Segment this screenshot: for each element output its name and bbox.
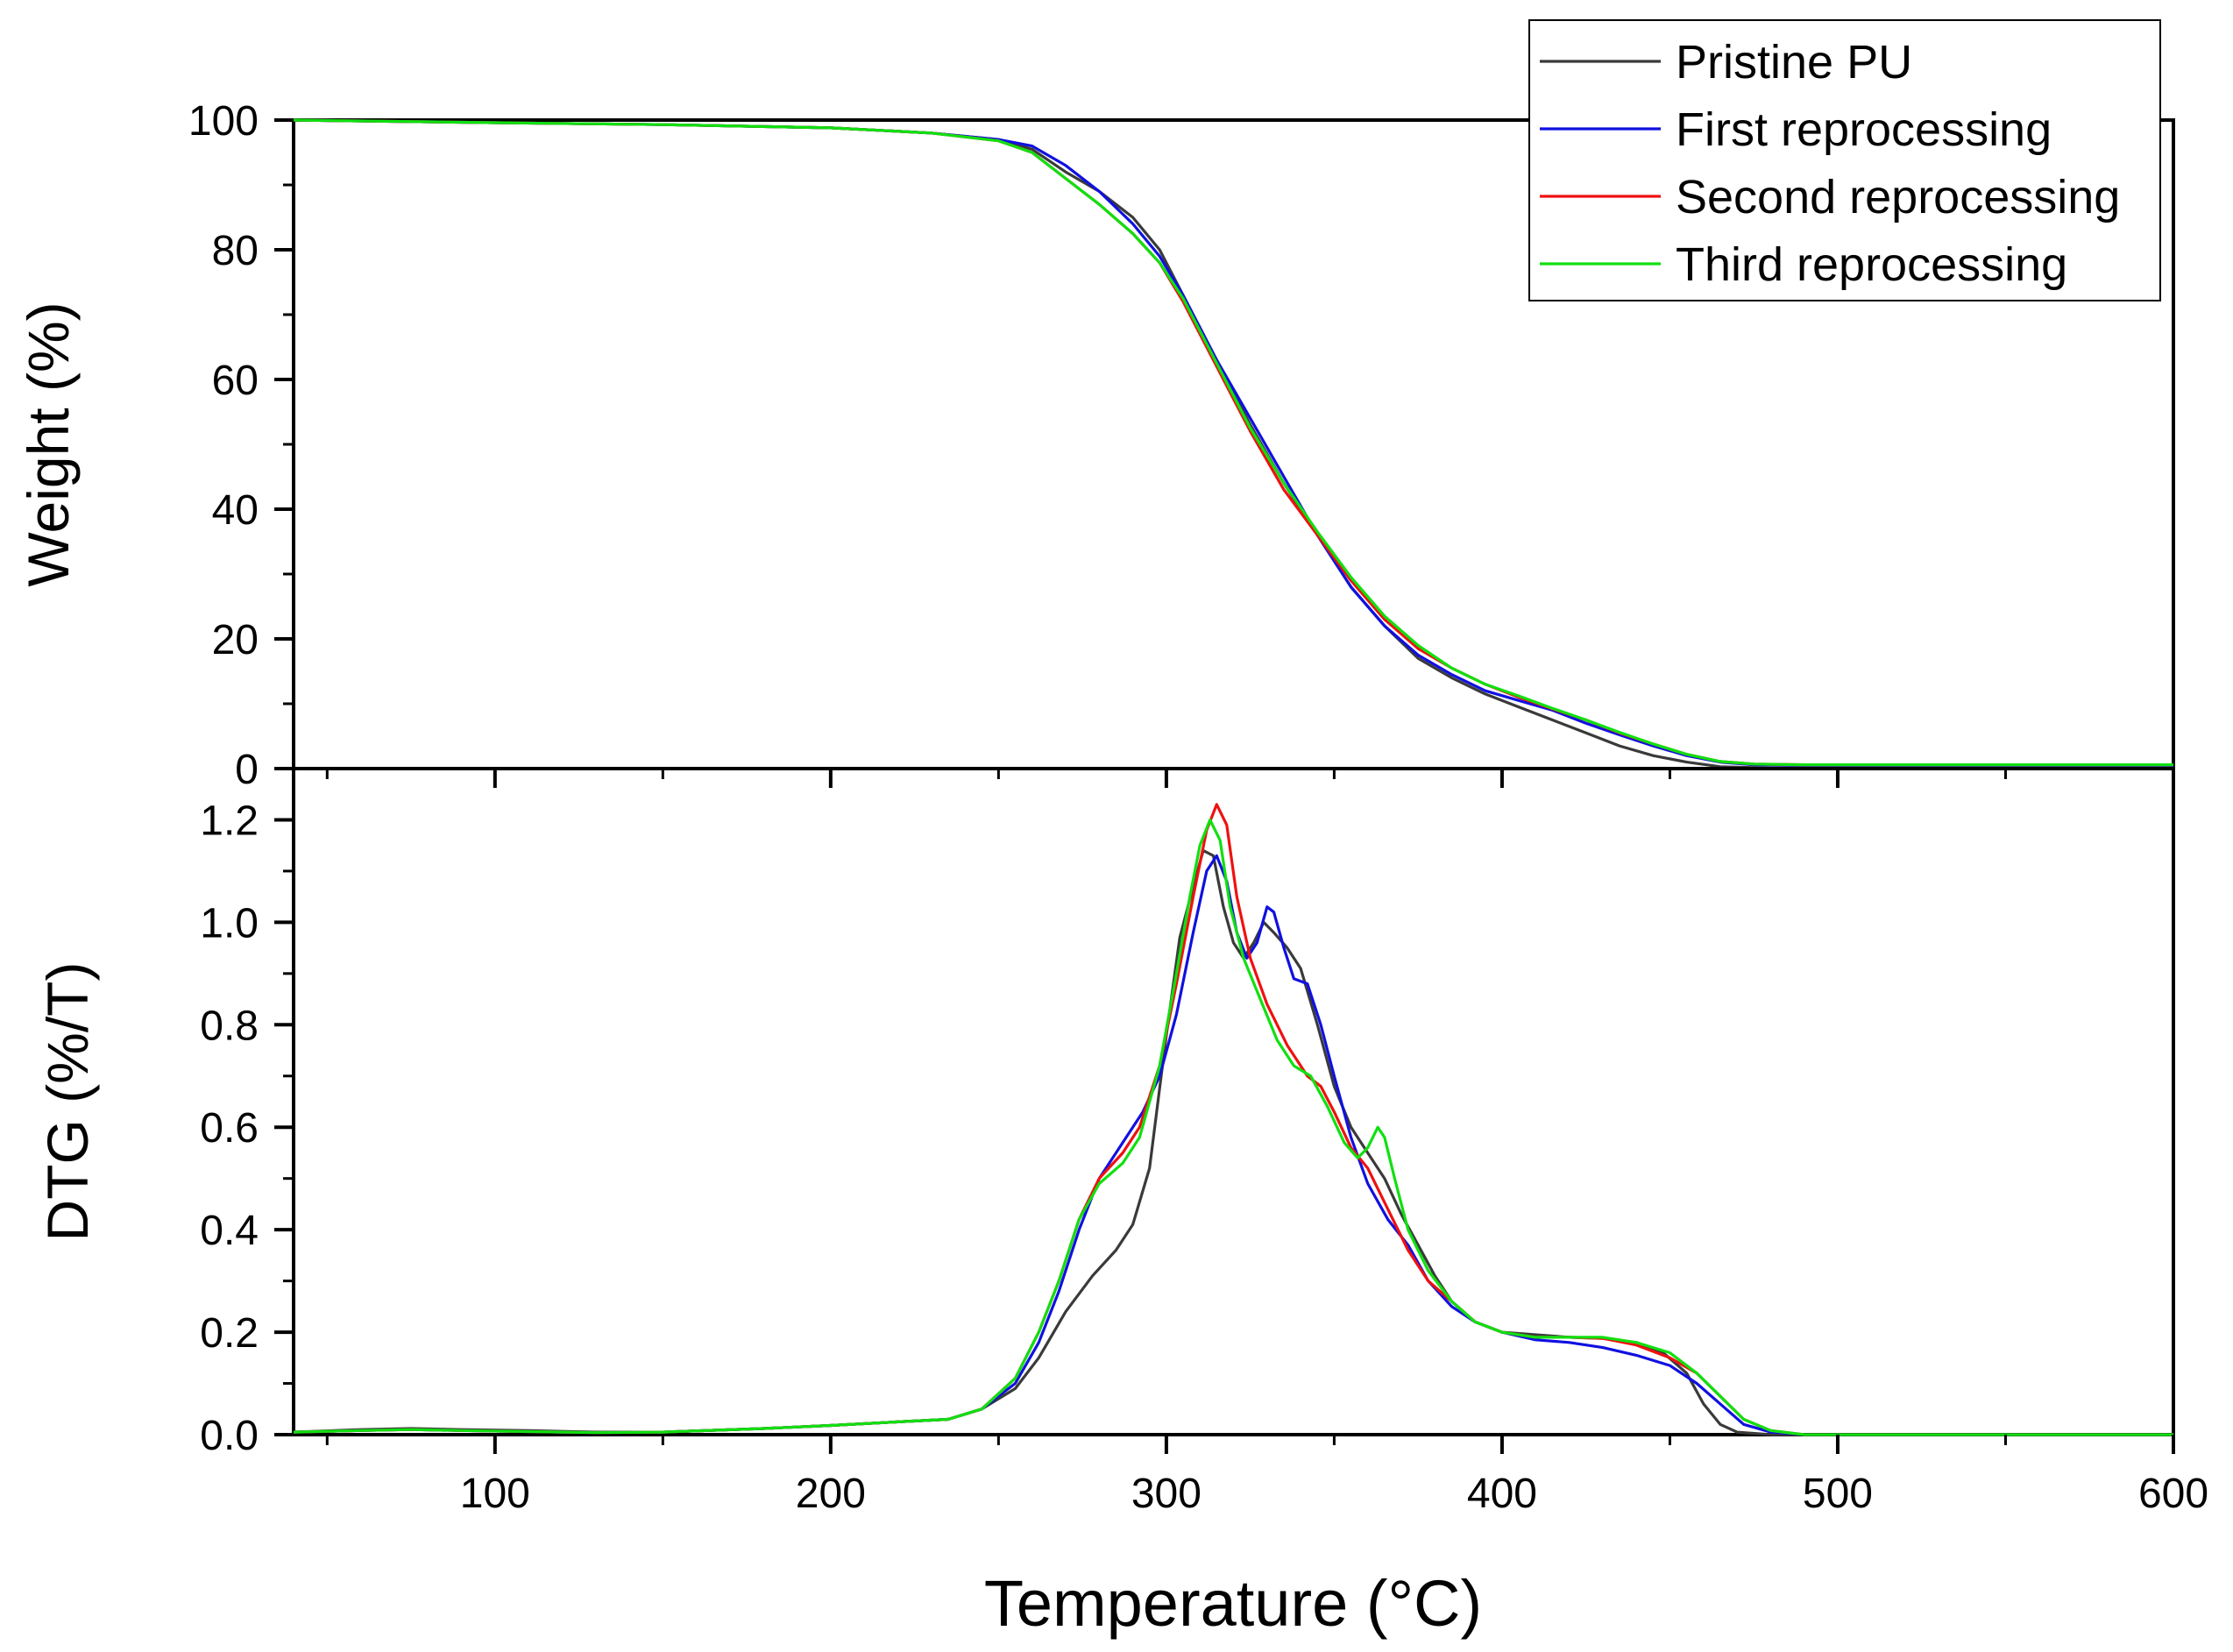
weight-y-axis-title: Weight (%) (16, 301, 81, 586)
weight-y-tick-label: 80 (212, 228, 259, 274)
weight-y-tick-label: 100 (188, 98, 259, 145)
dtg-y-tick-label: 0.0 (200, 1413, 259, 1459)
dtg-series-pristine-pu (293, 848, 2173, 1436)
dtg-plot-frame (292, 767, 2175, 1436)
x-tick-label: 600 (2138, 1471, 2208, 1517)
dtg-series-second-reprocessing (293, 803, 2173, 1436)
x-tick-label: 400 (1467, 1471, 1537, 1517)
dtg-y-tick-label: 0.2 (200, 1310, 259, 1357)
x-tick-label: 300 (1131, 1471, 1202, 1517)
legend: Pristine PU First reprocessing Second repr… (1528, 19, 2161, 301)
dtg-panel: 0.0 0.2 0.4 0.6 0.8 1.0 1.2 100 200 300 400 500 600… (35, 767, 2208, 1640)
legend-label: Second reprocessing (1676, 171, 2120, 223)
weight-series-third-reprocessing (293, 118, 2173, 767)
weight-y-tick-label: 60 (212, 358, 259, 404)
dtg-y-tick-label: 0.6 (200, 1105, 259, 1152)
dtg-series-group (293, 803, 2173, 1436)
dtg-y-tick-label: 1.0 (200, 900, 259, 947)
legend-label: Third reprocessing (1676, 238, 2067, 291)
legend-label: First reprocessing (1676, 103, 2052, 156)
dtg-series-third-reprocessing (293, 818, 2173, 1436)
dtg-x-ticks: 100 200 300 400 500 600 (325, 1435, 2208, 1517)
x-axis-title: Temperature (°C) (984, 1567, 1482, 1640)
weight-x-ticks (325, 769, 2175, 788)
legend-box (1528, 19, 2161, 301)
x-tick-label: 500 (1803, 1471, 1873, 1517)
dtg-y-axis-title: DTG (%/T) (35, 962, 100, 1242)
weight-y-tick-label: 40 (212, 487, 259, 534)
x-tick-label: 100 (460, 1471, 530, 1517)
weight-series-group (293, 118, 2173, 769)
dtg-y-ticks: 0.0 0.2 0.4 0.6 0.8 1.0 1.2 (200, 798, 294, 1459)
legend-entries: Pristine PU First reprocessing Second repr… (1540, 36, 2120, 291)
dtg-y-tick-label: 0.4 (200, 1208, 259, 1254)
weight-y-ticks: 0 20 40 60 80 100 (188, 98, 294, 793)
dtg-y-tick-label: 0.8 (200, 1003, 259, 1049)
dtg-y-tick-label: 1.2 (200, 798, 259, 844)
x-tick-label: 200 (796, 1471, 866, 1517)
legend-label: Pristine PU (1676, 36, 1912, 89)
weight-y-tick-label: 0 (235, 747, 259, 793)
weight-y-tick-label: 20 (212, 617, 259, 663)
